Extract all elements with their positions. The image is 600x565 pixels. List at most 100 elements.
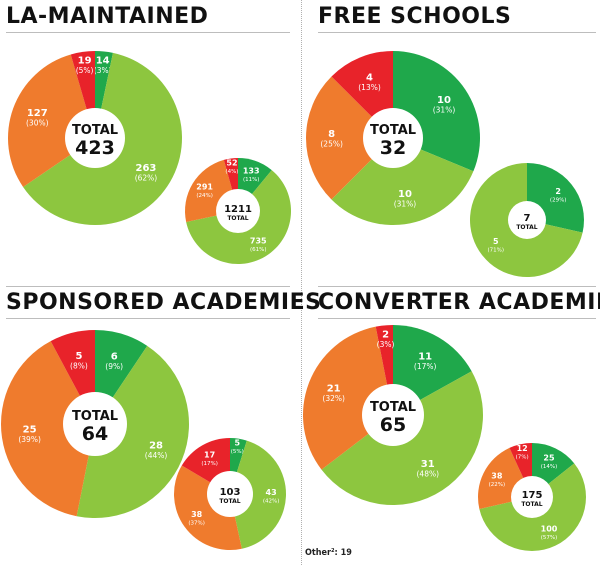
slice-value-label: 38 — [191, 510, 203, 519]
slice-percent-label: (30%) — [26, 119, 49, 128]
slice-percent-label: (29%) — [550, 198, 567, 204]
slice-value-label: 735 — [250, 236, 267, 245]
slice-percent-label: (7%) — [516, 455, 529, 461]
panel-title-converter-academies: CONVERTER ACADEMIES — [318, 290, 600, 315]
slice-percent-label: (71%) — [488, 247, 505, 253]
title-rule — [6, 318, 290, 319]
slice-percent-label: (44%) — [145, 451, 168, 460]
slice-value-label: 5 — [75, 351, 82, 362]
donut-center — [63, 392, 127, 456]
slice-percent-label: (3%) — [94, 66, 112, 75]
total-label: TOTAL — [227, 215, 248, 222]
slice-value-label: 25 — [543, 454, 555, 463]
panel-title-sponsored-academies: SPONSORED ACADEMIES — [6, 290, 322, 315]
slice-value-label: 4 — [366, 72, 373, 83]
slice-value-label: 38 — [491, 472, 503, 481]
title-rule — [318, 32, 596, 33]
section-rule — [318, 286, 596, 287]
panel-title-free-schools: FREE SCHOOLS — [318, 4, 512, 29]
donut-center — [362, 384, 424, 446]
vertical-divider — [301, 0, 302, 565]
slice-percent-label: (14%) — [541, 464, 558, 470]
slice-percent-label: (17%) — [201, 461, 218, 467]
total-label: TOTAL — [521, 501, 542, 508]
slice-value-label: 133 — [243, 166, 260, 175]
donut-center — [216, 189, 260, 233]
slice-value-label: 8 — [328, 129, 335, 140]
total-value: 103 — [220, 487, 241, 498]
total-value: 64 — [82, 423, 108, 445]
total-label: TOTAL — [370, 123, 416, 138]
slice-percent-label: (24%) — [196, 193, 213, 199]
slice-percent-label: (8%) — [70, 361, 88, 370]
slice-value-label: 31 — [421, 459, 435, 470]
slice-percent-label: (22%) — [489, 482, 506, 488]
total-label: TOTAL — [516, 224, 537, 231]
slice-value-label: 17 — [204, 450, 215, 459]
slice-percent-label: (17%) — [414, 362, 437, 371]
slice-percent-label: (42%) — [263, 498, 280, 504]
slice-value-label: 19 — [78, 56, 92, 67]
donut-center — [508, 201, 546, 239]
pie-slice-orange — [174, 465, 242, 550]
section-rule — [6, 286, 290, 287]
slice-value-label: 2 — [555, 187, 561, 196]
slice-value-label: 52 — [226, 158, 237, 167]
slice-value-label: 5 — [493, 237, 499, 246]
slice-value-label: 6 — [111, 352, 118, 363]
slice-value-label: 127 — [27, 108, 48, 119]
slice-percent-label: (37%) — [188, 521, 205, 527]
panel-title-la-maintained: LA-MAINTAINED — [6, 4, 209, 29]
title-rule — [318, 318, 596, 319]
total-value: 32 — [380, 137, 406, 159]
slice-percent-label: (9%) — [105, 362, 123, 371]
slice-value-label: 21 — [327, 384, 341, 395]
total-value: 175 — [522, 490, 543, 501]
total-value: 423 — [75, 137, 115, 159]
slice-percent-label: (25%) — [320, 140, 343, 149]
slice-percent-label: (3%) — [377, 340, 395, 349]
slice-value-label: 5 — [235, 439, 241, 448]
slice-percent-label: (48%) — [417, 470, 440, 479]
slice-value-label: 11 — [418, 351, 432, 362]
total-label: TOTAL — [370, 400, 416, 415]
pie-slice-green_light — [76, 345, 189, 518]
slice-value-label: 100 — [541, 524, 558, 533]
slice-percent-label: (5%) — [76, 66, 94, 75]
slice-percent-label: (13%) — [358, 83, 381, 92]
slice-percent-label: (61%) — [250, 247, 267, 253]
slice-value-label: 12 — [517, 444, 528, 453]
pie-slice-green_light — [331, 138, 474, 226]
slice-value-label: 291 — [196, 183, 213, 192]
donut-center — [207, 471, 253, 517]
slice-percent-label: (39%) — [18, 435, 41, 444]
slice-value-label: 43 — [266, 488, 277, 497]
donut-center — [65, 108, 125, 168]
pie-slice-orange — [7, 54, 96, 187]
pie-slice-green_light — [230, 440, 287, 549]
title-rule — [6, 32, 290, 33]
slice-value-label: 28 — [149, 440, 163, 451]
slice-value-label: 10 — [437, 95, 451, 106]
other-footnote: Other²: 19 — [305, 548, 352, 558]
slice-percent-label: (31%) — [433, 105, 456, 114]
total-value: 7 — [524, 213, 531, 224]
slice-percent-label: (62%) — [135, 174, 158, 183]
slice-value-label: 25 — [23, 425, 37, 436]
slice-percent-label: (31%) — [394, 200, 417, 209]
donut-center — [511, 476, 553, 518]
slice-value-label: 2 — [382, 329, 389, 340]
slice-value-label: 14 — [96, 55, 110, 66]
total-label: TOTAL — [219, 498, 240, 505]
slice-value-label: 263 — [136, 163, 157, 174]
pie-slice-orange — [306, 76, 393, 200]
slice-percent-label: (57%) — [541, 535, 558, 541]
slice-value-label: 10 — [398, 189, 412, 200]
donut-center — [363, 108, 423, 168]
total-value: 65 — [380, 414, 406, 436]
slice-percent-label: (5%) — [231, 449, 244, 455]
pie-slice-orange — [1, 341, 95, 517]
total-label: TOTAL — [72, 409, 118, 424]
slice-percent-label: (11%) — [243, 177, 260, 183]
